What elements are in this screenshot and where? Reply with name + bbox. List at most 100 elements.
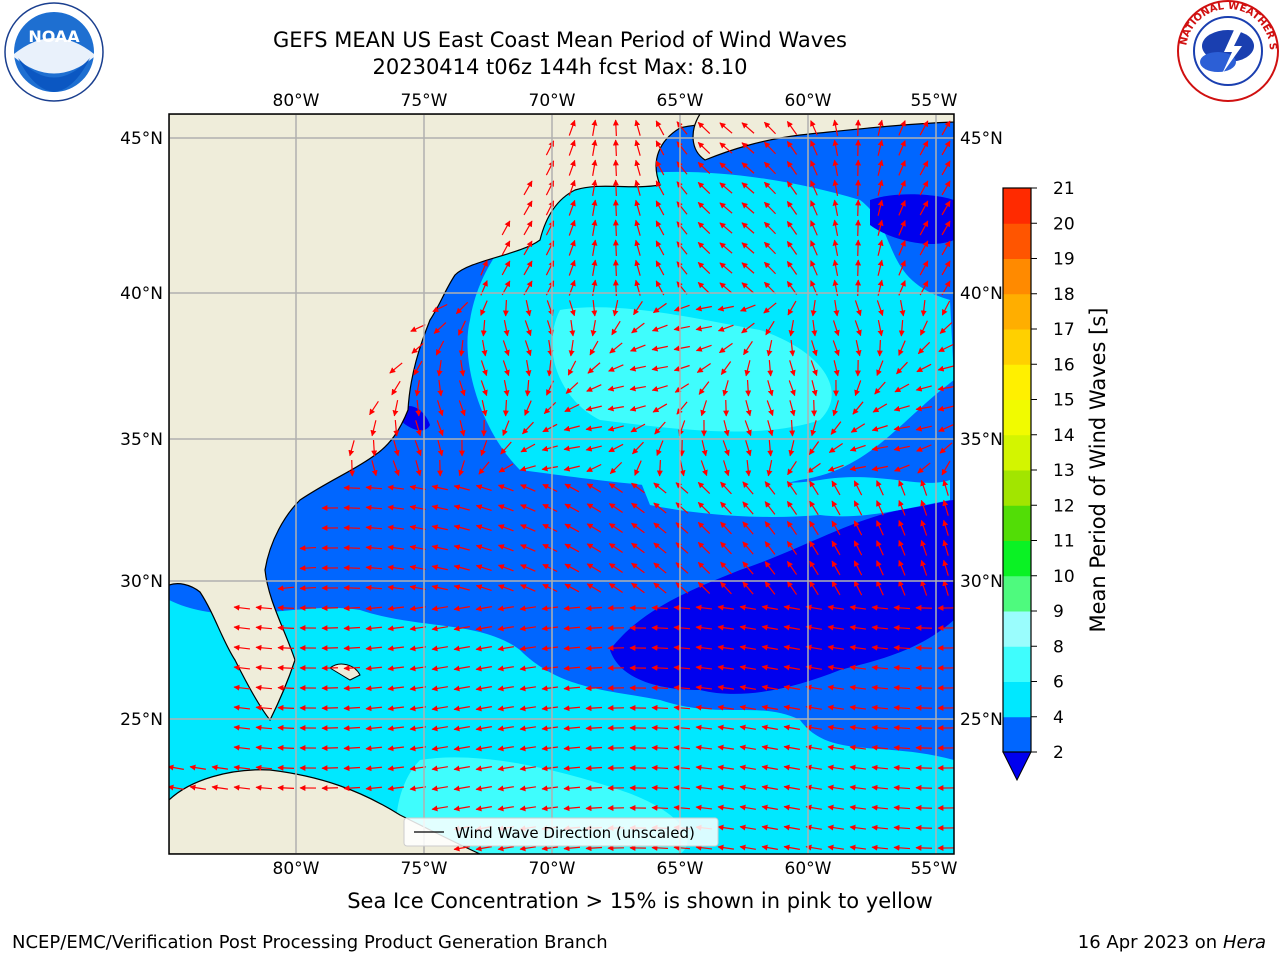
wave-direction-arrow [764, 221, 776, 235]
period-6-8-region [552, 307, 832, 432]
wave-direction-arrow [893, 604, 911, 611]
wave-direction-arrow [591, 299, 598, 317]
wave-direction-arrow [697, 162, 711, 174]
wave-direction-arrow [585, 845, 603, 852]
wave-direction-arrow [634, 119, 641, 136]
lon-labels-top: 80°W 75°W 70°W 65°W 60°W 55°W [273, 91, 958, 111]
wave-direction-arrow [387, 785, 405, 792]
wave-direction-arrow [370, 420, 377, 437]
wave-direction-arrow [563, 625, 581, 632]
wave-direction-arrow [898, 160, 906, 176]
wave-direction-arrow [343, 625, 361, 632]
wave-direction-arrow [523, 220, 533, 236]
wave-direction-arrow [673, 664, 691, 671]
wave-direction-arrow [893, 844, 911, 851]
wave-direction-arrow [524, 400, 532, 416]
wave-direction-arrow [612, 259, 619, 277]
wave-direction-arrow [585, 445, 602, 452]
wave-direction-arrow [542, 503, 558, 513]
wave-direction-arrow [893, 784, 911, 791]
wave-direction-arrow [631, 562, 645, 574]
wave-direction-arrow [938, 343, 954, 353]
wave-direction-arrow [591, 219, 598, 236]
wave-direction-arrow [541, 665, 559, 672]
wave-direction-arrow [783, 704, 800, 711]
wave-direction-arrow [919, 160, 929, 176]
wave-direction-arrow [612, 139, 619, 157]
wave-direction-arrow [676, 121, 688, 135]
wave-direction-arrow [563, 725, 581, 732]
wind-wave-arrows [169, 119, 954, 852]
wave-direction-arrow [393, 440, 400, 457]
wave-direction-arrow [651, 724, 669, 731]
wave-direction-arrow [480, 260, 488, 276]
wave-direction-arrow [673, 345, 690, 352]
wave-direction-arrow [541, 805, 559, 812]
wave-direction-arrow [502, 360, 510, 377]
wave-direction-arrow [717, 324, 734, 332]
wave-direction-arrow [898, 540, 906, 556]
wave-direction-arrow [744, 360, 751, 377]
colorbar-tick-label: 2 [1053, 743, 1064, 763]
wave-direction-arrow [877, 159, 884, 176]
wave-direction-arrow [611, 320, 621, 336]
wave-direction-arrow [871, 804, 889, 811]
wave-direction-arrow [414, 440, 422, 457]
wave-direction-arrow [569, 300, 576, 317]
wave-direction-arrow [920, 320, 928, 336]
wave-direction-arrow [764, 141, 776, 155]
wave-direction-arrow [612, 159, 619, 177]
wave-direction-arrow [697, 242, 711, 254]
wave-direction-arrow [832, 199, 839, 216]
wave-direction-arrow [458, 339, 465, 357]
graticule [169, 114, 954, 854]
wave-direction-arrow [523, 260, 533, 276]
wave-direction-arrow [739, 664, 756, 671]
wave-direction-arrow [655, 220, 665, 236]
wave-direction-arrow [586, 543, 602, 553]
wave-direction-arrow [853, 480, 863, 496]
wave-direction-arrow [520, 484, 536, 492]
wave-direction-arrow [893, 425, 910, 432]
wave-direction-arrow [431, 504, 448, 511]
wave-direction-arrow [915, 644, 933, 651]
wave-direction-arrow [392, 400, 399, 417]
wave-direction-arrow [563, 645, 581, 652]
wave-direction-arrow [783, 604, 800, 611]
wave-direction-arrow [525, 300, 532, 317]
wave-direction-arrow [786, 160, 798, 175]
wave-direction-arrow [568, 139, 576, 156]
noaa-logo-icon: NOAA [4, 2, 104, 102]
wave-direction-arrow [871, 744, 889, 751]
wave-direction-arrow [832, 340, 840, 357]
wave-direction-arrow [789, 360, 796, 377]
wave-direction-arrow [633, 300, 643, 316]
wave-direction-arrow [365, 524, 383, 531]
wave-direction-arrow [809, 480, 819, 496]
wave-direction-arrow [831, 540, 841, 556]
wave-direction-arrow [783, 684, 800, 691]
wave-direction-arrow [502, 340, 510, 357]
wave-direction-arrow [810, 160, 818, 176]
wave-direction-arrow [277, 604, 295, 611]
wave-direction-arrow [855, 159, 862, 177]
wave-direction-arrow [524, 340, 532, 357]
wave-direction-arrow [255, 744, 273, 751]
wave-direction-arrow [893, 405, 910, 412]
wave-direction-arrow [585, 425, 602, 432]
wave-direction-arrow [630, 423, 646, 433]
wave-direction-arrow [475, 845, 492, 852]
wave-direction-arrow [497, 605, 514, 612]
colorbar-tick-label: 8 [1053, 637, 1064, 657]
wave-direction-arrow [387, 504, 405, 511]
wave-direction-arrow [369, 400, 379, 416]
wave-direction-arrow [431, 524, 448, 531]
wave-direction-arrow [695, 844, 713, 851]
wave-direction-arrow [915, 604, 933, 611]
wave-direction-arrow [739, 704, 756, 711]
wave-direction-arrow [744, 420, 752, 437]
wave-direction-arrow [741, 182, 755, 194]
wave-direction-arrow [849, 784, 867, 791]
wave-direction-arrow [783, 804, 800, 811]
wave-direction-arrow [365, 484, 383, 491]
